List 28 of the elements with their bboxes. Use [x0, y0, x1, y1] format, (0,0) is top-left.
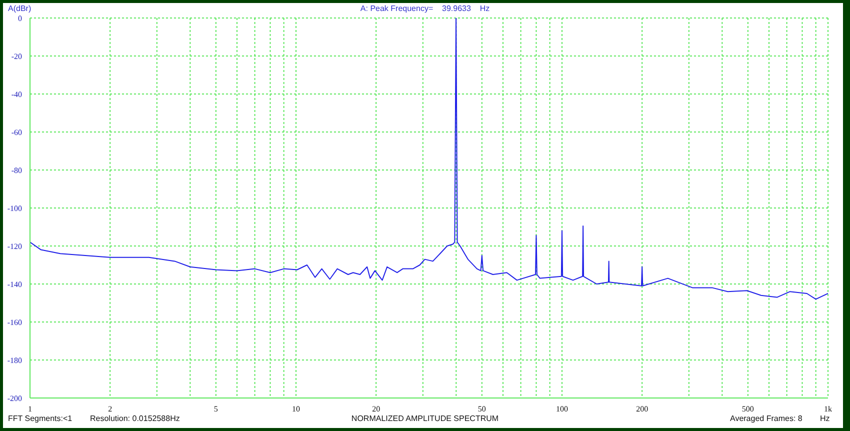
y-tick-label: -60	[11, 128, 22, 137]
x-tick-label: 20	[372, 404, 380, 414]
y-tick-label: -180	[7, 356, 22, 365]
text: FFT Segments:<1	[8, 414, 72, 423]
x-tick-label: 100	[556, 404, 568, 414]
x-tick-label: 200	[636, 404, 648, 414]
y-tick-label: -40	[11, 90, 22, 99]
y-tick-label: -200	[7, 394, 22, 403]
y-tick-label: -120	[7, 242, 22, 251]
x-tick-label: 2	[108, 404, 112, 414]
x-axis-title: NORMALIZED AMPLITUDE SPECTRUM	[351, 414, 499, 423]
x-tick-label: 50	[478, 404, 486, 414]
x-tick-label: 1k	[824, 404, 832, 414]
text: Averaged Frames: 8	[730, 414, 802, 423]
y-tick-label: -100	[7, 204, 22, 213]
x-tick-label: 1	[28, 404, 32, 414]
text: Resolution: 0.0152588Hz	[90, 414, 180, 423]
y-tick-label: -140	[7, 280, 22, 289]
y-axis-title: A(dBr)	[8, 4, 32, 13]
y-tick-label: 0	[18, 14, 22, 23]
y-tick-label: -80	[11, 166, 22, 175]
chart-title: A: Peak Frequency= 39.9633 Hz	[360, 4, 490, 13]
x-tick-label: 500	[742, 404, 754, 414]
x-tick-label: 5	[214, 404, 218, 414]
x-tick-label: 10	[292, 404, 300, 414]
y-tick-label: -20	[11, 52, 22, 61]
y-tick-label: -160	[7, 318, 22, 327]
text: Hz	[820, 414, 830, 423]
